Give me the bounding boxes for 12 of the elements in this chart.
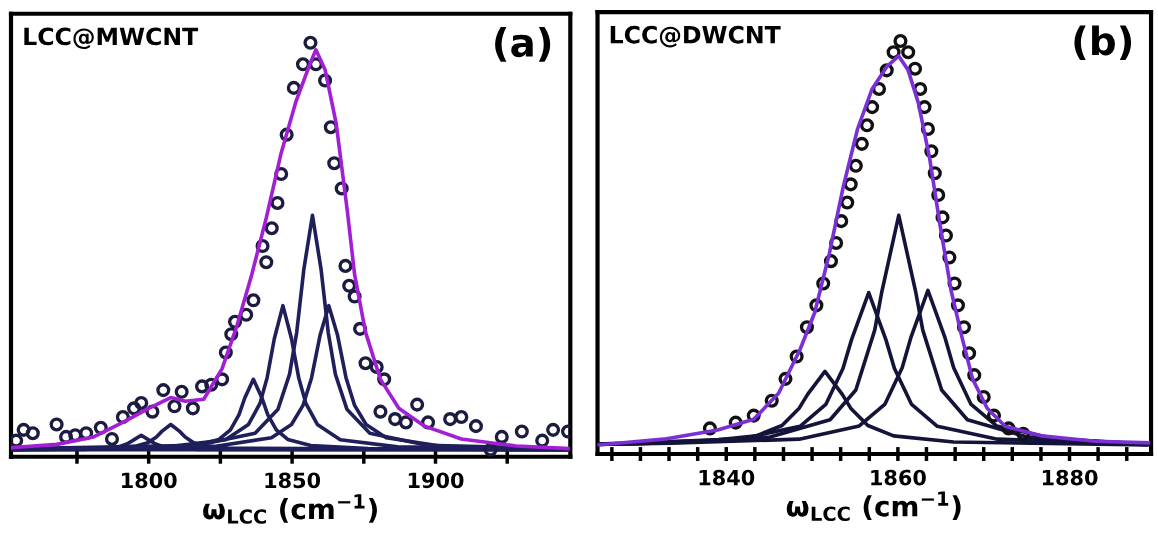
- x-tick-label: 1860: [871, 469, 926, 486]
- annotation: LCC@DWCNT: [610, 25, 781, 48]
- x-tick-label: 1880: [1042, 469, 1098, 486]
- x-tick-label: 1840: [699, 469, 755, 486]
- x-tick-label: 1800: [122, 472, 177, 489]
- x-tick-label: 1900: [408, 472, 464, 489]
- x-tick-label: 1850: [265, 472, 321, 489]
- annotation: (b): [1074, 25, 1132, 61]
- x-axis-title: ω$_{LCC}$ (cm$^{−1}$): [203, 494, 377, 524]
- annotation: (a): [495, 27, 551, 62]
- annotation: LCC@MWCNT: [24, 27, 199, 50]
- x-axis-title: ω$_{LCC}$ (cm$^{−1}$): [786, 491, 961, 522]
